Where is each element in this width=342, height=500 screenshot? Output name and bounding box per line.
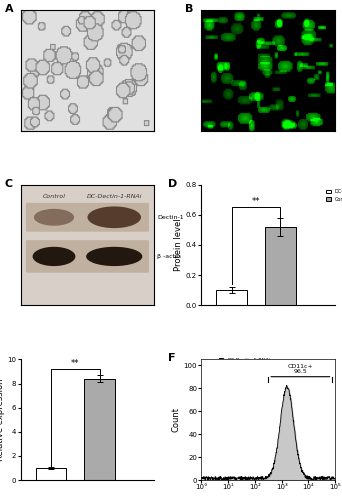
Ellipse shape [86,247,142,266]
Bar [216,290,247,306]
Text: B: B [185,4,194,14]
Text: **: ** [252,197,260,206]
Text: CD11c+
96.5: CD11c+ 96.5 [288,364,313,374]
Text: DC-Dectin-1-RNAi: DC-Dectin-1-RNAi [87,194,142,200]
Y-axis label: Protein level: Protein level [174,218,183,272]
Legend: DC-Dectin-1-RNAi, Control: DC-Dectin-1-RNAi, Control [216,356,273,372]
Bar [84,379,115,480]
Bar [265,227,295,306]
Ellipse shape [32,247,76,266]
Ellipse shape [34,209,74,226]
Text: **: ** [71,359,80,368]
FancyBboxPatch shape [26,203,149,232]
Bar [36,468,66,480]
Text: D: D [168,178,177,188]
Text: C: C [4,178,13,188]
Y-axis label: Relative expression: Relative expression [0,378,4,461]
FancyBboxPatch shape [26,240,149,272]
Text: F: F [168,354,175,364]
Text: Control: Control [42,194,65,200]
Ellipse shape [88,206,141,228]
Legend: DC-Dectin-1-RNAi, Control: DC-Dectin-1-RNAi, Control [324,187,342,204]
Y-axis label: Count: Count [172,407,181,432]
Text: A: A [4,4,13,14]
Text: Dectin-1: Dectin-1 [157,215,184,220]
Text: β -actin: β -actin [157,254,181,259]
